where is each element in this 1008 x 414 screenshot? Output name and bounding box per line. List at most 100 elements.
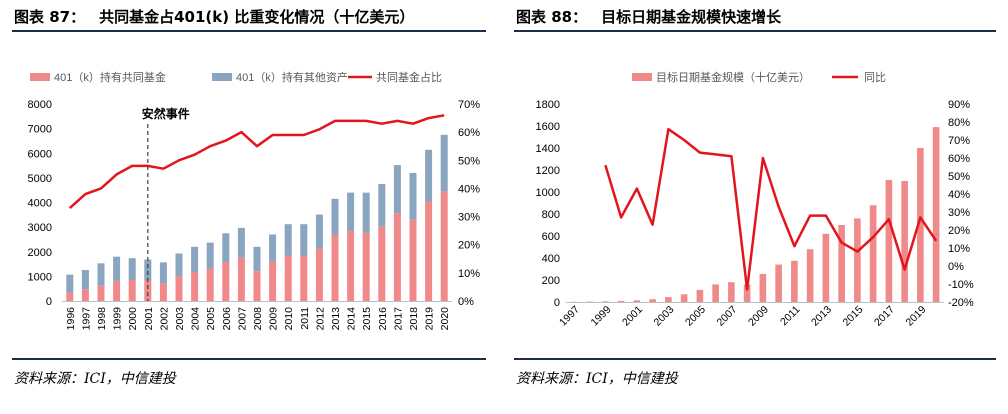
chart87-x-tick: 2017	[392, 307, 404, 331]
chart88-top-rule	[514, 30, 996, 32]
chart88-title: 图表 88： 目标日期基金规模快速增长	[516, 6, 781, 27]
chart88-bar-tdf-size	[696, 289, 704, 302]
chart87-right-tick: 0%	[458, 296, 474, 308]
chart87-bar-other-assets	[362, 192, 370, 233]
chart88-left-tick: 800	[542, 209, 560, 221]
chart87-x-tick: 2012	[314, 307, 326, 331]
chart88-x-tick: 1999	[588, 304, 613, 329]
chart88-bar-tdf-size	[806, 249, 814, 302]
chart88-right-tick: 70%	[948, 135, 970, 147]
chart87-bar-other-assets	[175, 253, 183, 277]
chart87-bar-mutual-fund	[362, 232, 370, 301]
chart88-bar-tdf-size	[932, 127, 940, 302]
chart88-left-tick: 600	[542, 231, 560, 243]
chart87-x-tick: 1999	[112, 307, 124, 331]
chart87-bar-other-assets	[284, 224, 292, 256]
chart87-bar-other-assets	[206, 242, 214, 269]
chart87-bar-mutual-fund	[315, 248, 323, 301]
chart87-bar-other-assets	[144, 259, 152, 281]
chart87-left-tick: 0	[46, 296, 52, 308]
chart87-bar-mutual-fund	[144, 280, 152, 301]
chart88-x-tick: 1997	[557, 304, 582, 329]
chart87-legend-swatch-1	[212, 73, 232, 81]
chart88-bar-tdf-size	[728, 282, 735, 302]
chart88-right-tick: 60%	[948, 153, 970, 165]
chart87-legend-label-0: 401（k）持有共同基金	[54, 70, 166, 84]
chart87-bar-mutual-fund	[237, 257, 245, 301]
chart88-x-tick: 2009	[746, 304, 771, 329]
chart88-x-tick: 2011	[778, 304, 803, 329]
chart87-x-tick: 2011	[299, 307, 311, 330]
chart87-x-tick: 2003	[174, 307, 186, 331]
chart88-left-tick: 0	[554, 297, 560, 309]
chart88-legend-label-1: 同比	[864, 71, 886, 84]
chart88-legend-label-0: 目标日期基金规模（十亿美元）	[656, 70, 810, 84]
chart88-x-tick: 2013	[809, 304, 834, 329]
chart87-x-tick: 2001	[143, 307, 155, 331]
chart87-legend-label-1: 401（k）持有其他资产	[236, 70, 348, 84]
chart88-right-tick: 10%	[948, 243, 970, 255]
chart87-x-tick: 2005	[205, 307, 217, 331]
chart87-bar-other-assets	[440, 134, 448, 192]
chart88-bar-tdf-size	[680, 294, 688, 302]
chart88-bar-tdf-size	[617, 300, 625, 302]
chart87-x-tick: 1996	[65, 307, 77, 331]
chart87-bar-other-assets	[409, 172, 417, 220]
chart87-bar-other-assets	[269, 234, 277, 262]
chart87-bar-other-assets	[425, 149, 433, 202]
chart88-left-tick: 1000	[536, 187, 560, 199]
chart87-bar-other-assets	[222, 233, 230, 263]
chart88-right-tick: 20%	[948, 225, 970, 237]
chart87-top-rule	[12, 30, 486, 32]
chart88-x-tick: 2007	[714, 304, 739, 329]
chart87-x-tick: 2008	[252, 307, 264, 331]
chart87-bar-mutual-fund	[284, 255, 292, 301]
chart87-bar-mutual-fund	[66, 292, 74, 301]
chart87-svg: 401（k）持有共同基金 401（k）持有其他资产 共同基金占比 0 1000 2000 3…	[28, 70, 481, 331]
chart87-left-tick: 6000	[28, 148, 52, 160]
chart88-bar-tdf-size	[869, 205, 877, 302]
chart87-x-tick: 1998	[96, 307, 108, 331]
chart88-bar-tdf-size	[665, 297, 672, 302]
chart88-bar-tdf-size	[759, 273, 767, 302]
chart87-bar-other-assets	[128, 258, 136, 281]
chart88-x-tick: 2017	[872, 304, 897, 329]
chart87-bottom-rule	[12, 358, 486, 360]
chart87-x-tick: 2007	[236, 307, 248, 331]
chart88-bar-tdf-size	[743, 284, 751, 302]
chart87-left-tick: 5000	[28, 173, 52, 185]
chart87-bar-other-assets	[300, 224, 308, 257]
chart87-bar-mutual-fund	[378, 226, 386, 301]
chart87-bar-other-assets	[66, 274, 74, 293]
chart88-right-tick: 50%	[948, 171, 970, 183]
chart88-line-yoy	[604, 127, 938, 291]
chart87-bar-mutual-fund	[440, 191, 448, 301]
chart88-bar-tdf-size	[901, 181, 908, 302]
chart88-bar-tdf-size	[854, 218, 861, 302]
chart87-x-tick: 2010	[283, 307, 295, 331]
chart87-bar-other-assets	[253, 246, 261, 272]
chart88-svg: 目标日期基金规模（十亿美元） 同比 0 200 400 600 800 1000 1200 140…	[536, 70, 974, 329]
chart88-x-tick: 2015	[840, 304, 865, 329]
chart87-bar-other-assets	[81, 269, 89, 290]
chart87-x-tick: 2015	[361, 307, 373, 331]
chart87-bar-mutual-fund	[113, 280, 121, 301]
chart87-bar-mutual-fund	[347, 231, 355, 301]
chart87-bar-other-assets	[113, 256, 121, 281]
chart88-left-tick: 400	[542, 253, 560, 265]
chart88-x-tick: 2003	[651, 304, 676, 329]
chart87-bar-other-assets	[315, 214, 323, 249]
chart87-bar-mutual-fund	[97, 285, 105, 301]
chart87-right-tick: 20%	[458, 240, 480, 252]
chart88-right-tick: 80%	[948, 117, 970, 129]
chart88-left-tick: 1200	[536, 165, 560, 177]
chart87-bar-mutual-fund	[393, 213, 401, 301]
chart87-right-tick: 30%	[458, 212, 480, 224]
chart87-x-tick: 2019	[424, 307, 436, 331]
chart88-source: 资料来源：ICI，中信建投	[516, 371, 678, 387]
chart88-bar-tdf-size	[602, 301, 609, 302]
chart87-legend-swatch-0	[30, 73, 50, 81]
chart87-legend-label-2: 共同基金占比	[376, 70, 442, 84]
chart87-annotation-label: 安然事件	[142, 106, 190, 121]
chart87-bar-mutual-fund	[253, 271, 261, 301]
